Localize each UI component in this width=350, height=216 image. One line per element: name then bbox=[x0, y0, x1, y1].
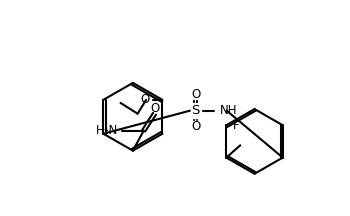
Text: S: S bbox=[191, 104, 200, 117]
Text: O: O bbox=[191, 120, 200, 133]
Text: O: O bbox=[151, 102, 160, 115]
Text: F: F bbox=[232, 119, 239, 132]
Text: NH: NH bbox=[220, 104, 237, 117]
Text: O: O bbox=[141, 93, 150, 106]
Text: O: O bbox=[191, 88, 200, 101]
Text: H₂N: H₂N bbox=[96, 124, 118, 137]
